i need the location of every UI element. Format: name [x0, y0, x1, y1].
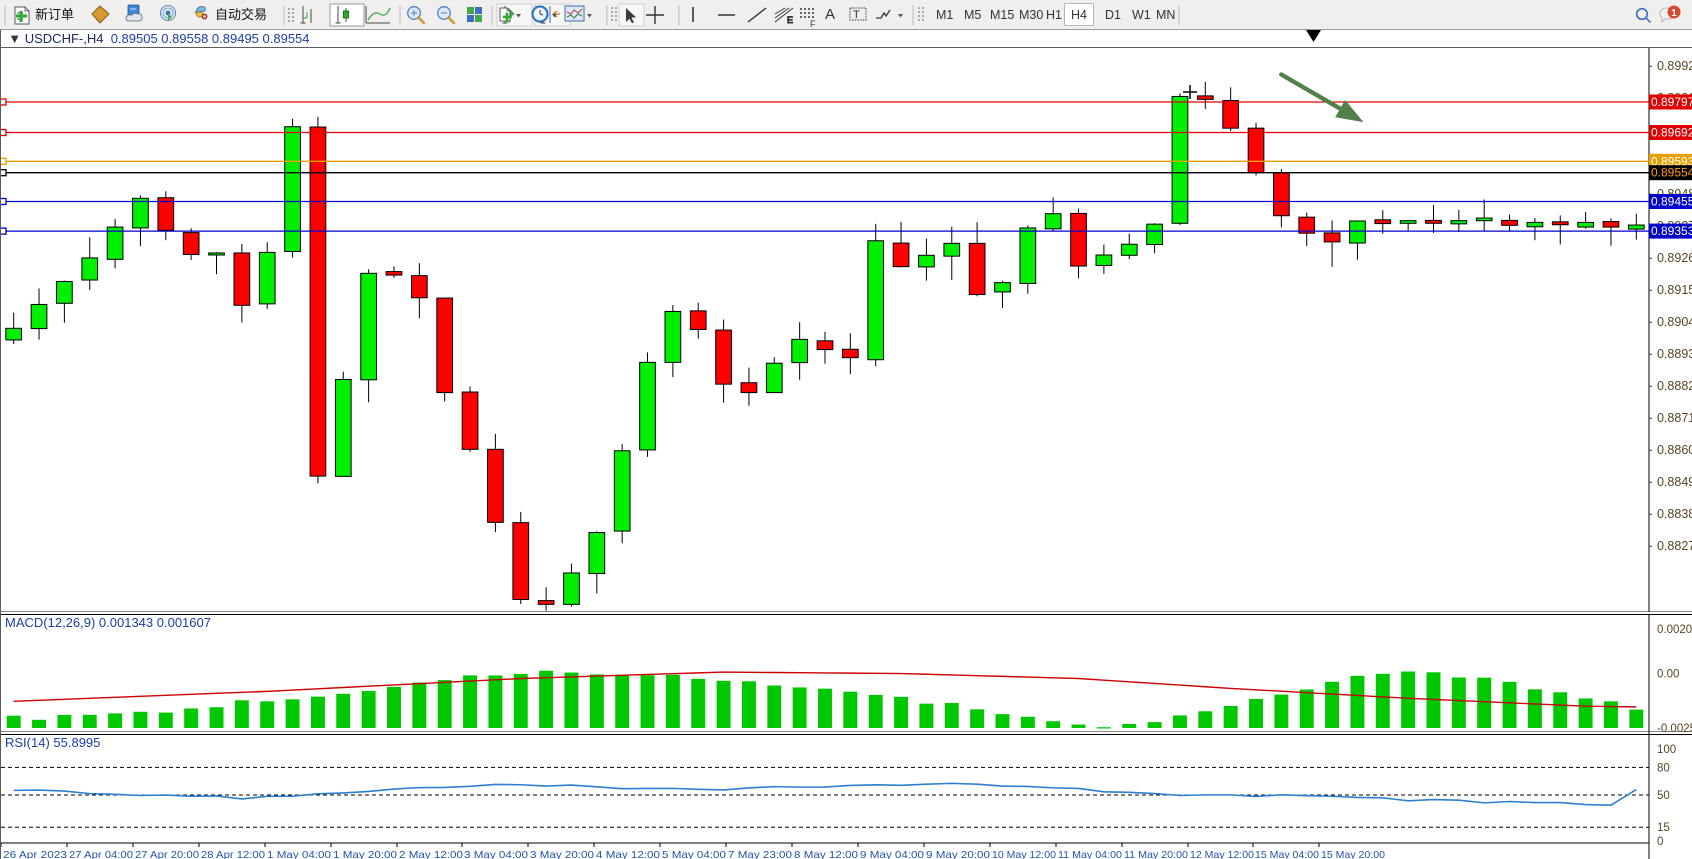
svg-text:10 May 12:00: 10 May 12:00: [992, 849, 1056, 859]
svg-text:9 May 04:00: 9 May 04:00: [860, 849, 924, 859]
svg-text:MACD(12,26,9) 0.001343 0.00160: MACD(12,26,9) 0.001343 0.001607: [5, 615, 211, 630]
svg-text:27 Apr 04:00: 27 Apr 04:00: [69, 849, 133, 859]
svg-text:2 May 12:00: 2 May 12:00: [399, 849, 463, 859]
svg-text:9 May 20:00: 9 May 20:00: [926, 849, 990, 859]
svg-text:3 May 20:00: 3 May 20:00: [530, 849, 594, 859]
svg-text:1: 1: [1671, 8, 1677, 19]
svg-text:5 May 04:00: 5 May 04:00: [662, 849, 726, 859]
svg-text:11 May 04:00: 11 May 04:00: [1058, 849, 1122, 859]
svg-text:8 May 12:00: 8 May 12:00: [794, 849, 858, 859]
svg-text:0.89554: 0.89554: [1651, 166, 1692, 180]
svg-text:26 Apr 2023: 26 Apr 2023: [3, 849, 67, 859]
svg-text:0.00: 0.00: [1657, 669, 1679, 681]
svg-text:-0.002597: -0.002597: [1657, 723, 1692, 734]
svg-text:15 May 04:00: 15 May 04:00: [1255, 849, 1319, 859]
svg-text:3 May 04:00: 3 May 04:00: [464, 849, 528, 859]
svg-text:15: 15: [1657, 822, 1670, 834]
svg-text:7 May 23:00: 7 May 23:00: [728, 849, 792, 859]
svg-text:100: 100: [1657, 744, 1676, 756]
svg-text:27 Apr 20:00: 27 Apr 20:00: [135, 849, 199, 859]
svg-text:1 May 20:00: 1 May 20:00: [333, 849, 397, 859]
svg-text:0.89353: 0.89353: [1651, 224, 1692, 238]
svg-text:12 May 12:00: 12 May 12:00: [1190, 849, 1254, 859]
svg-text:0.89455: 0.89455: [1651, 195, 1692, 209]
svg-text:4 May 12:00: 4 May 12:00: [596, 849, 660, 859]
svg-text:0.89797: 0.89797: [1651, 95, 1692, 109]
svg-text:RSI(14) 55.8995: RSI(14) 55.8995: [5, 735, 100, 750]
svg-text:28 Apr 12:00: 28 Apr 12:00: [201, 849, 265, 859]
svg-text:15 May 20:00: 15 May 20:00: [1321, 849, 1385, 859]
svg-text:1 May 04:00: 1 May 04:00: [267, 849, 331, 859]
svg-text:80: 80: [1657, 762, 1670, 774]
svg-text:50: 50: [1657, 790, 1670, 802]
svg-text:0.89692: 0.89692: [1651, 126, 1692, 140]
svg-text:0.002088: 0.002088: [1657, 624, 1692, 636]
svg-text:0: 0: [1657, 836, 1663, 848]
svg-text:11 May 20:00: 11 May 20:00: [1124, 849, 1188, 859]
